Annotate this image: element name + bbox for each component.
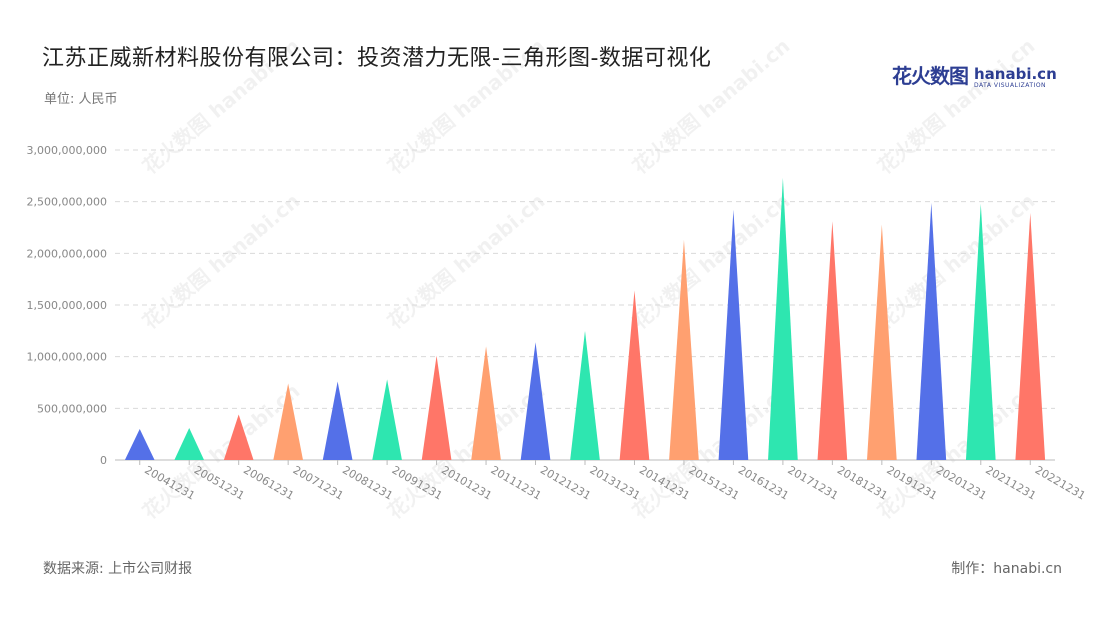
x-tick-label: 20111231 bbox=[489, 463, 544, 502]
x-tick-label: 20221231 bbox=[1033, 463, 1088, 502]
logo-subtext: DATA VISUALIZATION bbox=[974, 82, 1047, 89]
x-tick-label: 20201231 bbox=[934, 463, 989, 502]
watermark: 花火数图 hanabi.cn bbox=[873, 379, 1040, 524]
y-tick-label: 2,000,000,000 bbox=[27, 247, 107, 260]
triangle-bar bbox=[669, 239, 699, 460]
x-tick-label: 20211231 bbox=[983, 463, 1038, 502]
watermark: 花火数图 hanabi.cn bbox=[383, 189, 550, 334]
data-source: 数据来源: 上市公司财报 bbox=[43, 561, 193, 577]
triangle-bar bbox=[421, 355, 452, 460]
y-tick-label: 0 bbox=[100, 454, 107, 467]
triangle-bar bbox=[718, 209, 749, 460]
logo-text-group: hanabi.cn DATA VISUALIZATION bbox=[974, 66, 1057, 89]
triangle-bar bbox=[965, 203, 996, 460]
triangle-bar bbox=[223, 414, 254, 460]
triangle-bar bbox=[471, 346, 501, 460]
y-tick-label: 2,500,000,000 bbox=[27, 196, 107, 209]
y-tick-label: 1,500,000,000 bbox=[27, 299, 107, 312]
watermark: 花火数图 hanabi.cn bbox=[138, 34, 305, 179]
triangle-bar bbox=[768, 177, 798, 460]
x-tick-label: 20071231 bbox=[291, 463, 346, 502]
triangle-bar bbox=[619, 290, 650, 460]
watermark: 花火数图 hanabi.cn bbox=[873, 34, 1040, 179]
x-tick-label: 20151231 bbox=[686, 463, 741, 502]
x-tick-label: 20161231 bbox=[736, 463, 791, 502]
triangle-bar bbox=[916, 202, 947, 460]
brand-logo: 花火数图 hanabi.cn DATA VISUALIZATION bbox=[892, 60, 1057, 89]
watermark: 花火数图 hanabi.cn bbox=[873, 189, 1040, 334]
triangle-bar bbox=[1015, 213, 1046, 460]
x-tick-label: 20181231 bbox=[835, 463, 890, 502]
y-tick-label: 3,000,000,000 bbox=[27, 144, 107, 157]
x-tick-label: 20101231 bbox=[439, 463, 494, 502]
triangle-bar bbox=[124, 429, 155, 460]
y-tick-label: 1,000,000,000 bbox=[27, 351, 107, 364]
triangle-bar bbox=[174, 427, 205, 460]
chart-title: 江苏正威新材料股份有限公司：投资潜力无限-三角形图-数据可视化 bbox=[42, 46, 712, 71]
logo-text-en: hanabi.cn bbox=[974, 65, 1057, 83]
triangle-bar bbox=[867, 224, 897, 460]
y-tick-label: 500,000,000 bbox=[37, 402, 107, 415]
x-tick-label: 20171231 bbox=[785, 463, 840, 502]
triangle-bar bbox=[817, 221, 848, 460]
x-tick-label: 20081231 bbox=[340, 463, 395, 502]
x-tick-label: 20131231 bbox=[588, 463, 643, 502]
triangle-bar bbox=[520, 342, 551, 460]
triangle-bar bbox=[570, 330, 600, 460]
logo-text-cn: 花火数图 bbox=[892, 64, 969, 88]
x-tick-label: 20121231 bbox=[538, 463, 593, 502]
watermark: 花火数图 hanabi.cn bbox=[138, 189, 305, 334]
watermark: 花火数图 hanabi.cn bbox=[383, 34, 550, 179]
watermark: 花火数图 hanabi.cn bbox=[628, 189, 795, 334]
chart-maker: 制作：hanabi.cn bbox=[951, 561, 1062, 577]
triangle-bar bbox=[322, 381, 353, 460]
unit-label: 单位: 人民币 bbox=[44, 92, 118, 107]
triangle-bar bbox=[273, 383, 303, 460]
x-tick-label: 20061231 bbox=[241, 463, 296, 502]
triangle-bar bbox=[372, 379, 402, 460]
watermark: 花火数图 hanabi.cn bbox=[628, 34, 795, 179]
